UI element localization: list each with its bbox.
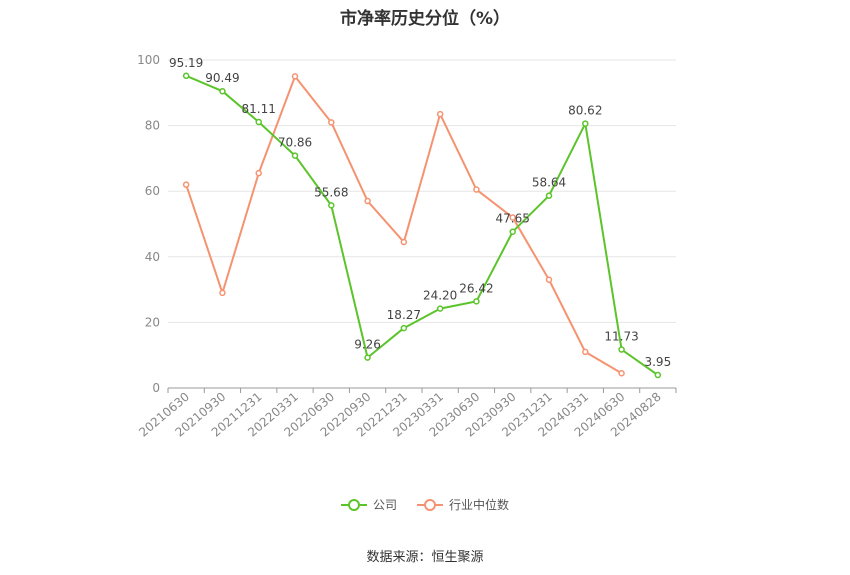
legend-swatch xyxy=(417,498,443,511)
data-point[interactable] xyxy=(582,348,589,356)
y-tick-label: 40 xyxy=(145,250,160,264)
legend-swatch xyxy=(340,498,367,511)
data-point[interactable] xyxy=(255,118,262,126)
legend-item-industry-median[interactable]: 行业中位数 xyxy=(417,496,509,513)
data-label: 70.86 xyxy=(278,136,312,150)
grid-lines xyxy=(168,59,676,323)
y-tick-label: 60 xyxy=(145,184,160,198)
data-label: 3.95 xyxy=(644,355,671,369)
data-label: 81.11 xyxy=(242,102,276,116)
data-source: 数据来源：恒生聚源 xyxy=(366,550,484,565)
data-point[interactable] xyxy=(436,110,444,118)
data-point[interactable] xyxy=(400,324,408,332)
data-label: 55.68 xyxy=(314,185,348,199)
data-point[interactable] xyxy=(654,371,662,379)
series-layer xyxy=(182,72,662,379)
data-label: 26.42 xyxy=(459,281,493,295)
y-tick-label: 20 xyxy=(145,315,160,329)
series-line xyxy=(185,74,659,376)
data-point[interactable] xyxy=(473,186,480,193)
data-point[interactable] xyxy=(618,369,625,377)
data-point[interactable] xyxy=(545,192,553,199)
data-label: 58.64 xyxy=(532,176,566,190)
legend-label: 行业中位数 xyxy=(449,498,510,512)
data-point[interactable] xyxy=(182,181,190,188)
y-tick-label: 80 xyxy=(145,119,160,133)
data-point[interactable] xyxy=(436,305,444,312)
data-point[interactable] xyxy=(509,214,516,221)
data-label: 95.19 xyxy=(169,56,203,70)
legend-label: 公司 xyxy=(372,498,397,512)
legend: 公司 行业中位数 xyxy=(0,496,850,514)
series-company xyxy=(182,72,662,379)
data-point[interactable] xyxy=(364,354,371,361)
data-point[interactable] xyxy=(545,276,553,284)
data-point[interactable] xyxy=(473,298,480,305)
data-point[interactable] xyxy=(328,202,335,209)
data-point[interactable] xyxy=(582,120,589,127)
data-point[interactable] xyxy=(364,197,371,205)
data-point[interactable] xyxy=(219,87,226,95)
data-point[interactable] xyxy=(328,119,335,126)
legend-item-company[interactable]: 公司 xyxy=(340,496,397,513)
data-point[interactable] xyxy=(509,228,516,235)
data-label: 47.65 xyxy=(496,212,530,226)
data-point[interactable] xyxy=(255,169,262,177)
data-point[interactable] xyxy=(291,152,299,159)
data-label: 80.62 xyxy=(568,104,602,118)
data-label: 9.26 xyxy=(354,338,381,352)
data-point[interactable] xyxy=(618,346,625,353)
data-label: 24.20 xyxy=(423,289,457,303)
data-label: 90.49 xyxy=(205,71,239,85)
y-axis: 0 20 40 60 80 100 xyxy=(137,53,160,395)
line-chart: 0 20 40 60 80 100 202106302021093020211231202… xyxy=(136,53,677,440)
data-point[interactable] xyxy=(219,289,226,297)
series-industry-median xyxy=(182,73,625,377)
data-point[interactable] xyxy=(400,238,408,246)
data-point[interactable] xyxy=(182,72,190,80)
data-label: 18.27 xyxy=(387,308,421,322)
x-axis: 2021063020210930202112312022033120220630… xyxy=(136,387,677,440)
data-label: 11.73 xyxy=(604,330,638,344)
y-tick-label: 0 xyxy=(152,381,160,395)
data-point[interactable] xyxy=(291,73,299,80)
y-tick-label: 100 xyxy=(137,53,160,67)
chart-title: 市净率历史分位（%） xyxy=(339,9,511,29)
